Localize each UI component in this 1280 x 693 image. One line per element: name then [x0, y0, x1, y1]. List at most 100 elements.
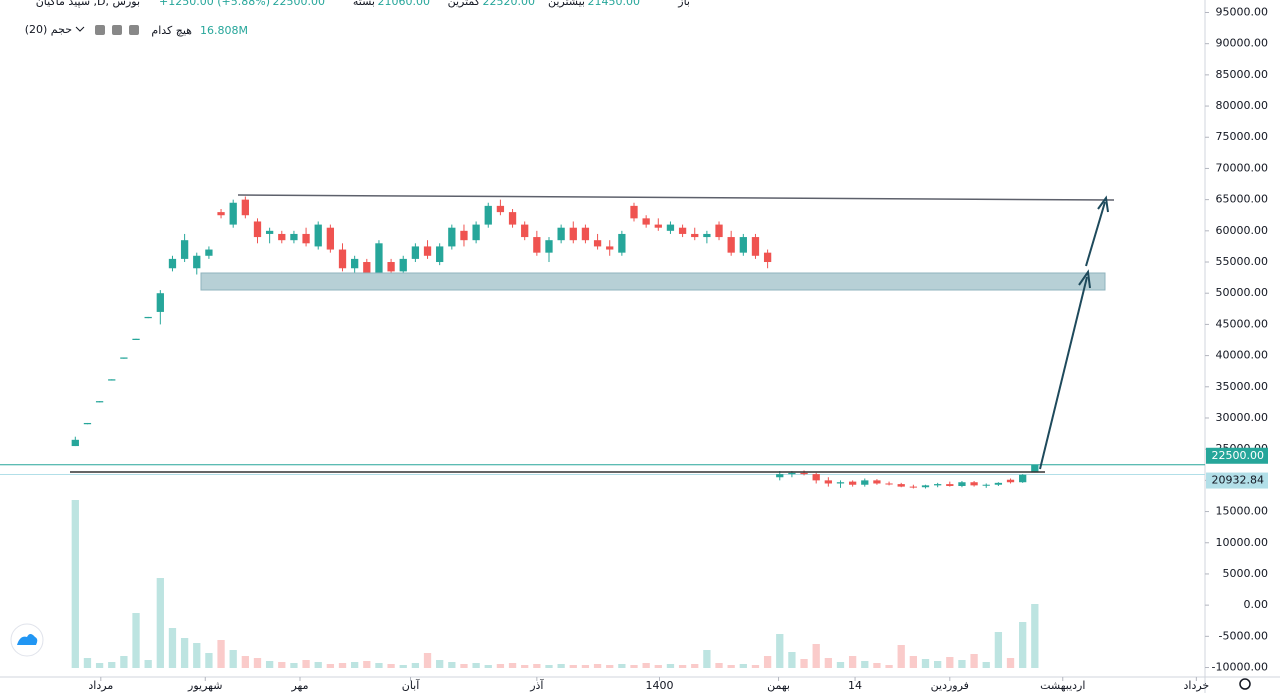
- volume-bar: [496, 664, 505, 668]
- volume-bar: [205, 653, 213, 668]
- volume-bar: [193, 643, 201, 668]
- icon: [95, 25, 105, 35]
- volume-bar: [800, 659, 808, 668]
- volume-bar: [581, 665, 590, 668]
- candle-body: [885, 483, 893, 485]
- candle-body: [193, 255, 201, 269]
- candle-body: [472, 224, 480, 241]
- volume-bar: [946, 657, 954, 668]
- volume-bar: [545, 665, 553, 668]
- volume-bar: [812, 644, 820, 668]
- candle-body: [618, 233, 626, 253]
- resistance-line: [237, 194, 1115, 201]
- volume-bar: [958, 660, 966, 668]
- volume-bar: [71, 500, 79, 668]
- volume-bar: [132, 613, 140, 668]
- header-item: کمترین: [448, 0, 481, 8]
- candle-body: [982, 484, 990, 486]
- volume-bar: [156, 578, 164, 668]
- candle-body: [180, 240, 189, 259]
- candle-body: [606, 246, 614, 250]
- candle-body: [144, 316, 152, 319]
- volume-bar: [836, 662, 845, 668]
- candle-body: [812, 474, 820, 481]
- candle-body: [557, 227, 565, 241]
- candle-body: [253, 221, 262, 238]
- candle-body: [108, 379, 116, 381]
- candle-body: [496, 205, 505, 213]
- header-item: باز: [677, 0, 690, 8]
- y-tick-label: 60000.00: [1216, 224, 1269, 237]
- volume-bar: [982, 662, 990, 668]
- axes: -10000.00 -5000.00 0.00 5000.00 10000.00 1500…: [88, 5, 1268, 692]
- candle-body: [848, 481, 857, 485]
- header-item: 21450.00: [588, 0, 641, 8]
- volume-bar: [265, 661, 274, 668]
- y-tick-label: 45000.00: [1216, 317, 1269, 330]
- volume-bar: [861, 661, 869, 668]
- volume-bar: [241, 656, 249, 668]
- candle-body: [921, 485, 930, 488]
- candle-body: [1019, 474, 1027, 483]
- y-tick-label: 5000.00: [1223, 567, 1269, 580]
- y-tick-label: 35000.00: [1216, 380, 1269, 393]
- volume-bar: [618, 664, 626, 668]
- y-tick-label: 70000.00: [1216, 161, 1269, 174]
- y-tick-label: 10000.00: [1216, 536, 1269, 549]
- candle-body: [946, 484, 954, 486]
- candle-body: [399, 258, 407, 272]
- volume-bar: [897, 645, 905, 668]
- price-label-bg: [1206, 472, 1268, 489]
- candle-body: [569, 227, 577, 241]
- volume-bar: [363, 661, 371, 668]
- volume-bar: [95, 663, 104, 668]
- y-tick-label: 65000.00: [1216, 193, 1269, 206]
- legend: حجم (20) هیچ کدام 16.808M: [25, 23, 248, 37]
- volume-bar: [411, 663, 420, 668]
- volume-bar: [630, 665, 638, 668]
- volume-indicator: حجم (20): [25, 23, 72, 36]
- logo-cloud: [17, 634, 38, 645]
- candle-body: [387, 262, 395, 272]
- candle-body: [788, 472, 796, 475]
- candle-body: [751, 237, 760, 256]
- volume-bar: [666, 664, 675, 668]
- x-tick-label: مرداد: [88, 679, 113, 692]
- volume-bar: [144, 660, 152, 668]
- volume-bar: [703, 650, 711, 668]
- volume-bar: [557, 664, 565, 668]
- candle-body: [375, 243, 383, 275]
- header-item: 22500.00: [273, 0, 326, 8]
- volume-bar: [533, 664, 541, 668]
- header-item: +1250.00 (+5.88%): [159, 0, 270, 8]
- candle-body: [581, 227, 590, 241]
- volume-bar: [521, 665, 529, 668]
- icon: [129, 25, 139, 35]
- arrow-head: [1078, 269, 1091, 289]
- volume-bar: [606, 665, 614, 668]
- y-tick-label: 50000.00: [1216, 286, 1269, 299]
- candle-body: [338, 249, 347, 269]
- volume-bar: [751, 665, 760, 668]
- volume-bar: [788, 652, 796, 668]
- candle-body: [132, 338, 140, 340]
- volume-bar: [763, 656, 772, 668]
- volume-bar: [423, 653, 432, 668]
- candle-body: [533, 237, 541, 253]
- candle-body: [994, 482, 1003, 485]
- candle-body: [800, 472, 808, 475]
- candle-body: [314, 224, 322, 247]
- candle-body: [593, 240, 602, 247]
- candle-body: [691, 233, 699, 238]
- volume-bar: [399, 665, 407, 668]
- volume-bar: [338, 663, 347, 668]
- candle-body: [1031, 464, 1039, 473]
- volume-bar: [508, 663, 517, 668]
- candle-body: [909, 486, 918, 488]
- settings[interactable]: [1239, 678, 1251, 690]
- candle-body: [484, 205, 492, 225]
- drawings: [70, 194, 1115, 473]
- candle-body: [436, 246, 444, 263]
